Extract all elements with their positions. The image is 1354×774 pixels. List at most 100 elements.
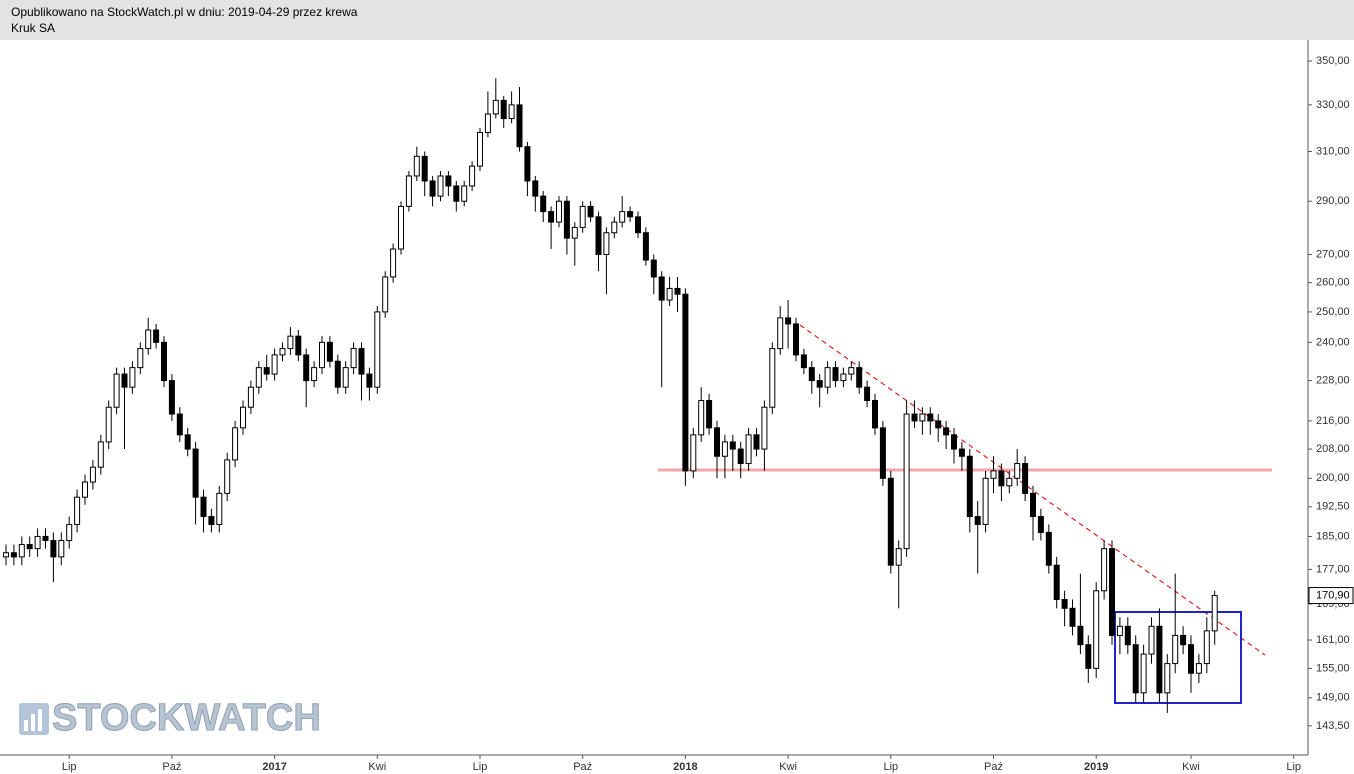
candle-body	[216, 492, 223, 525]
candle-body	[856, 367, 863, 388]
candle-body	[674, 287, 681, 295]
published-line: Opublikowano na StockWatch.pl w dniu: 20…	[11, 5, 358, 19]
candle-body	[579, 205, 586, 228]
candle-body	[745, 434, 752, 465]
y-tick-label: 161,00	[1316, 634, 1350, 646]
y-tick-label: 185,00	[1316, 530, 1350, 542]
candle-body	[461, 185, 468, 202]
candle-body	[247, 386, 254, 408]
candle-body	[398, 205, 404, 250]
x-tick-label: Kwi	[368, 761, 386, 773]
candle-body	[532, 180, 539, 197]
candle-body	[682, 293, 689, 472]
x-tick-label: Kwi	[779, 761, 797, 773]
candle-body	[184, 434, 191, 450]
candle-body	[453, 185, 460, 202]
candle-body	[571, 226, 578, 239]
candle-body	[974, 516, 981, 525]
candle-body	[168, 380, 175, 415]
candle-body	[358, 348, 365, 375]
candle-body	[287, 335, 294, 350]
candle-body	[816, 380, 823, 388]
candle-body	[421, 155, 428, 182]
candle-body	[1022, 463, 1029, 494]
candle-body	[658, 276, 665, 301]
x-tick-label: Paź	[162, 761, 181, 773]
candle-body	[42, 535, 49, 541]
candle-body	[224, 459, 231, 494]
candle-body	[595, 216, 602, 256]
candle-body	[34, 535, 41, 550]
candle-body	[808, 367, 815, 382]
candle-body	[26, 544, 33, 550]
candle-body	[1037, 516, 1044, 533]
candle-body	[563, 200, 570, 239]
candle-body	[864, 386, 871, 401]
candle-body	[729, 441, 736, 450]
candle-body	[311, 367, 318, 382]
candle-body	[919, 413, 926, 422]
candle-body	[1180, 634, 1187, 646]
candle-body	[879, 427, 886, 479]
y-tick-label: 177,00	[1316, 563, 1350, 575]
candle-body	[1156, 625, 1163, 694]
candle-body	[603, 232, 610, 256]
candle-body	[382, 276, 389, 313]
instrument-name: Kruk SA	[11, 21, 56, 35]
candle-body	[848, 367, 855, 375]
candle-body	[516, 104, 523, 148]
candle-body	[334, 360, 341, 388]
candle-body	[303, 354, 310, 382]
y-tick-label: 208,00	[1316, 443, 1350, 455]
candle-body	[445, 175, 452, 187]
y-tick-label: 250,00	[1316, 306, 1350, 318]
candle-body	[1172, 634, 1179, 665]
candle-body	[887, 477, 894, 566]
candle-body	[714, 427, 720, 457]
candle-body	[161, 341, 167, 382]
candle-body	[82, 481, 88, 498]
candle-body	[540, 195, 547, 213]
y-tick-label: 350,00	[1316, 55, 1350, 67]
watermark: STOCKWATCH	[52, 697, 321, 739]
candle-body	[1195, 663, 1202, 674]
candle-body	[1085, 644, 1092, 669]
candle-body	[619, 211, 626, 223]
candle-body	[200, 496, 207, 518]
candle-body	[350, 348, 357, 369]
candle-body	[761, 406, 768, 450]
candle-body	[872, 399, 878, 429]
x-tick-label: Paź	[573, 761, 592, 773]
candle-body	[121, 373, 128, 388]
candle-body	[895, 548, 902, 566]
candle-body	[587, 205, 594, 218]
candle-body	[1132, 644, 1139, 694]
candle-body	[737, 448, 744, 465]
candle-body	[1101, 548, 1108, 592]
candle-body	[1006, 477, 1013, 487]
candle-body	[998, 470, 1005, 487]
candle-body	[429, 180, 436, 197]
candle-body	[642, 232, 649, 261]
candle-body	[153, 329, 160, 343]
candle-body	[627, 211, 634, 218]
candle-body	[1188, 644, 1194, 674]
candle-body	[982, 477, 989, 525]
x-tick-label: 2018	[673, 761, 697, 773]
candle-body	[10, 552, 17, 558]
candle-body	[3, 552, 9, 558]
candle-body	[777, 317, 784, 350]
y-tick-label: 330,00	[1316, 99, 1350, 111]
x-tick-label: Lip	[62, 761, 77, 773]
candle-body	[469, 165, 476, 187]
candle-body	[1014, 463, 1021, 479]
candle-body	[990, 470, 997, 479]
last-price-label: 170,90	[1316, 589, 1350, 601]
y-tick-label: 200,00	[1316, 472, 1350, 484]
candle-body	[255, 367, 262, 388]
candle-body	[500, 99, 507, 120]
candle-body	[1211, 595, 1218, 632]
candle-body	[271, 354, 278, 375]
candle-body	[824, 367, 831, 388]
